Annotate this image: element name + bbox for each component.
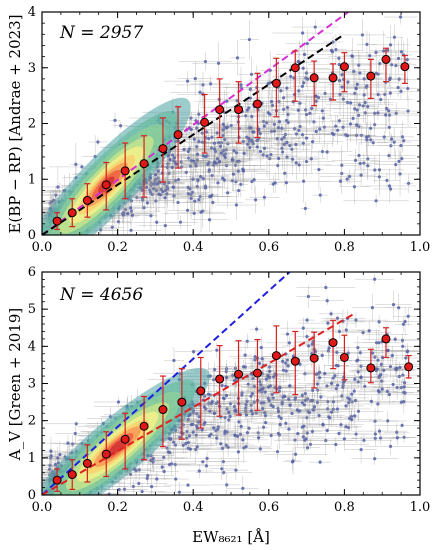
x-tick-label: 0.2 xyxy=(107,240,128,255)
median-point xyxy=(290,50,300,102)
median-point xyxy=(404,355,414,379)
panel-bottom: 0.0 0.2 0.4 0.6 0.8 1.0 0 1 2 3 4 5 6 N = 4656 A_V [… xyxy=(6,265,431,546)
median-point xyxy=(381,47,391,83)
y-tick-label: 5 xyxy=(28,302,36,317)
median-point xyxy=(200,93,210,154)
x-tick-label: 0.8 xyxy=(334,500,355,515)
median-point xyxy=(381,327,391,359)
fit-lines xyxy=(42,272,357,495)
median-point xyxy=(400,54,410,84)
x-tick-label: 1.0 xyxy=(410,500,431,515)
median-point xyxy=(120,412,130,470)
median-point xyxy=(139,135,149,198)
fit-line-2 xyxy=(42,312,357,495)
y-tick-label: 3 xyxy=(28,61,36,76)
median-point xyxy=(139,395,149,461)
median-point xyxy=(366,58,376,100)
median-point xyxy=(271,57,281,118)
x-tick-label: 0.6 xyxy=(258,240,279,255)
median-point xyxy=(339,334,349,381)
y-tick-label: 0 xyxy=(28,228,36,243)
median-point xyxy=(366,348,376,384)
median-point xyxy=(52,468,62,492)
fit-line-1 xyxy=(42,272,291,495)
median-point xyxy=(309,331,319,389)
median-point xyxy=(309,60,319,107)
y-tick-label: 0 xyxy=(28,488,36,503)
axis-ticks: 0.0 0.2 0.4 0.6 0.8 1.0 0 1 2 3 4 5 6 xyxy=(28,265,431,515)
median-point xyxy=(101,431,111,478)
y-axis-label: E(BP − RP) [Andrae + 2023] xyxy=(6,14,24,233)
y-axis-label: A_V [Green + 2019] xyxy=(6,308,24,461)
y-tick-label: 2 xyxy=(28,414,36,429)
median-point xyxy=(271,325,281,394)
x-axis-label: EW₈₆₂₁ [Å] xyxy=(192,528,270,546)
median-point xyxy=(52,212,62,231)
sample-size-annotation: N = 4656 xyxy=(59,285,143,305)
median-point xyxy=(290,330,300,396)
median-point xyxy=(215,78,225,139)
y-tick-label: 4 xyxy=(28,5,36,20)
x-tick-label: 0.0 xyxy=(32,500,53,515)
x-tick-label: 1.0 xyxy=(410,240,431,255)
median-point xyxy=(252,339,262,411)
binned-medians xyxy=(52,319,414,492)
y-tick-label: 1 xyxy=(28,451,36,466)
x-tick-label: 0.2 xyxy=(107,500,128,515)
x-tick-label: 0.0 xyxy=(32,240,53,255)
sample-size-annotation: N = 2957 xyxy=(59,23,143,43)
y-tick-label: 3 xyxy=(28,377,36,392)
x-tick-label: 0.6 xyxy=(258,500,279,515)
y-tick-label: 6 xyxy=(28,265,36,280)
median-point xyxy=(328,319,338,370)
median-point xyxy=(339,52,349,93)
median-point xyxy=(82,444,92,483)
median-point xyxy=(328,63,338,101)
median-point xyxy=(120,142,130,200)
median-point xyxy=(101,161,111,211)
median-point xyxy=(215,344,225,417)
x-tick-label: 0.8 xyxy=(334,240,355,255)
y-tick-label: 4 xyxy=(28,339,36,354)
median-point xyxy=(158,117,168,183)
y-tick-label: 2 xyxy=(28,117,36,132)
median-point xyxy=(196,356,206,429)
median-point xyxy=(234,81,244,144)
median-point xyxy=(252,72,262,139)
x-tick-label: 0.4 xyxy=(183,500,204,515)
median-point xyxy=(82,183,92,218)
median-point xyxy=(173,106,183,169)
y-tick-label: 1 xyxy=(28,172,36,187)
fit-line-1 xyxy=(42,12,349,235)
panel-top: 0.0 0.2 0.4 0.6 0.8 1.0 0 1 2 3 4 N = 2957 E(BP − … xyxy=(6,5,431,255)
median-point xyxy=(177,368,187,440)
median-point xyxy=(67,459,77,491)
median-point xyxy=(234,340,244,416)
median-point xyxy=(158,375,168,448)
median-point xyxy=(67,198,77,228)
axis-ticks: 0.0 0.2 0.4 0.6 0.8 1.0 0 1 2 3 4 xyxy=(28,5,431,255)
x-tick-label: 0.4 xyxy=(183,240,204,255)
binned-medians xyxy=(52,47,410,231)
